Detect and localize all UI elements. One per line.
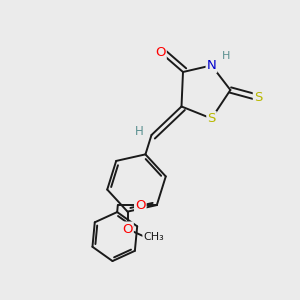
- Text: S: S: [254, 91, 262, 104]
- Text: O: O: [155, 46, 166, 59]
- Text: H: H: [222, 51, 230, 61]
- Text: S: S: [207, 112, 216, 125]
- Text: H: H: [134, 125, 143, 138]
- Text: CH₃: CH₃: [143, 232, 164, 242]
- Text: O: O: [122, 223, 133, 236]
- Text: O: O: [135, 199, 146, 212]
- Text: N: N: [207, 59, 216, 72]
